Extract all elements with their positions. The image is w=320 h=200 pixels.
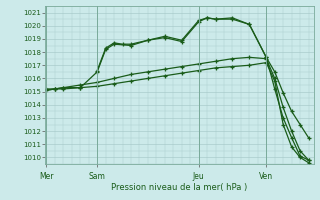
X-axis label: Pression niveau de la mer( hPa ): Pression niveau de la mer( hPa ) [111,183,247,192]
